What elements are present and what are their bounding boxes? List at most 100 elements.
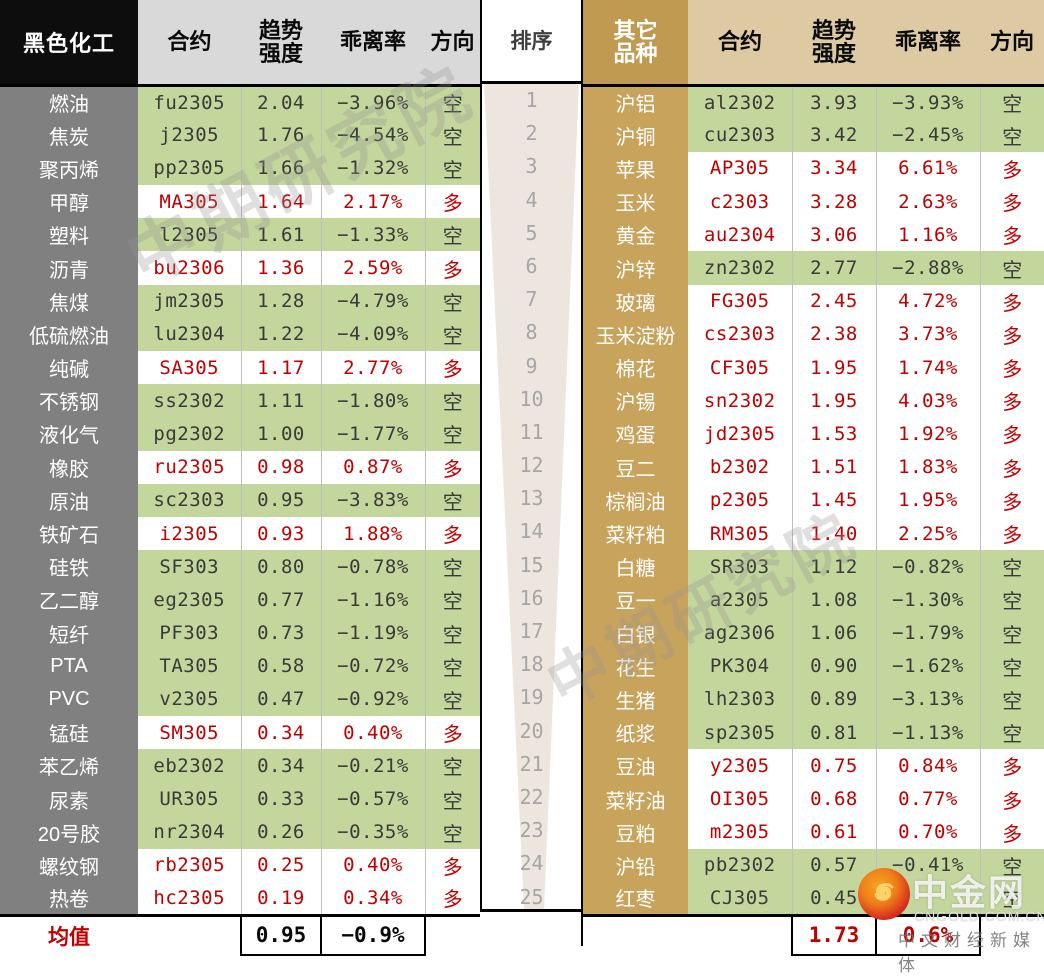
table-row: 白糖 SR303 1.12 −0.82% 空 xyxy=(583,550,1044,584)
row-variety-name: 尿素 xyxy=(0,782,138,816)
row-deviation-rate: 2.25% xyxy=(875,516,980,551)
table-row: 豆一 a2305 1.08 −1.30% 空 xyxy=(583,583,1044,617)
row-direction: 空 xyxy=(424,550,480,584)
table-row: 铁矿石 i2305 0.93 1.88% 多 xyxy=(0,516,480,551)
row-direction: 多 xyxy=(979,782,1044,816)
row-contract: y2305 xyxy=(688,749,792,783)
row-contract: sn2302 xyxy=(688,384,792,418)
row-contract: SA305 xyxy=(138,351,241,385)
row-trend-strength: 3.28 xyxy=(791,185,876,219)
rank-number: 4 xyxy=(525,187,538,212)
header-contract-right: 合约 xyxy=(688,0,792,86)
rank-number: 17 xyxy=(519,619,544,643)
row-trend-strength: 1.36 xyxy=(240,251,321,285)
row-direction: 多 xyxy=(979,483,1044,517)
table-row: 聚丙烯 pp2305 1.66 −1.32% 空 xyxy=(0,151,480,186)
row-direction: 空 xyxy=(979,682,1044,717)
left-table-footer: 均值 0.95 −0.9% xyxy=(0,914,480,956)
row-direction: 多 xyxy=(424,450,480,484)
table-row: 豆二 b2302 1.51 1.83% 多 xyxy=(583,450,1044,484)
row-contract: m2305 xyxy=(688,815,792,849)
table-row: 硅铁 SF303 0.80 −0.78% 空 xyxy=(0,550,480,584)
row-deviation-rate: 0.40% xyxy=(320,848,425,882)
row-contract: jd2305 xyxy=(688,417,792,451)
row-direction: 多 xyxy=(979,815,1044,849)
right-table-body: 沪铝 al2302 3.93 −3.93% 空沪铜 cu2303 3.42 −2.45% 空苹果… xyxy=(583,85,1044,916)
row-variety-name: 棉花 xyxy=(583,351,688,385)
row-contract: cu2303 xyxy=(688,118,792,152)
table-row: 黄金 au2304 3.06 1.16% 多 xyxy=(583,218,1044,252)
row-contract: au2304 xyxy=(688,218,792,252)
table-row: 玉米 c2303 3.28 2.63% 多 xyxy=(583,185,1044,219)
row-variety-name: 燃油 xyxy=(0,85,138,119)
table-row: 沪锡 sn2302 1.95 4.03% 多 xyxy=(583,384,1044,418)
table-row: 燃油 fu2305 2.04 −3.96% 空 xyxy=(0,85,480,119)
row-direction: 多 xyxy=(424,251,480,285)
row-variety-name: 螺纹钢 xyxy=(0,848,138,882)
row-trend-strength: 1.40 xyxy=(791,516,876,551)
row-direction: 多 xyxy=(979,185,1044,219)
row-contract: al2302 xyxy=(688,85,792,119)
row-deviation-rate: −0.78% xyxy=(320,550,425,584)
row-deviation-rate: 3.73% xyxy=(875,317,980,351)
row-variety-name: 黄金 xyxy=(583,218,688,252)
right-average-strength: 1.73 xyxy=(791,914,877,956)
rank-column-panel: 排序 1 2 3 4 5 6 7 8 9 10 11 12 13 14 15 16 17 18 19 20 21 22 23… xyxy=(480,0,583,946)
row-deviation-rate: −0.21% xyxy=(320,749,425,783)
row-contract: bu2306 xyxy=(138,251,241,285)
rank-number: 6 xyxy=(525,253,538,278)
row-deviation-rate: 2.63% xyxy=(875,185,980,219)
row-variety-name: 豆油 xyxy=(583,749,688,783)
row-trend-strength: 0.89 xyxy=(791,682,876,717)
row-trend-strength: 0.68 xyxy=(791,782,876,816)
row-direction: 多 xyxy=(979,384,1044,418)
row-deviation-rate: −0.92% xyxy=(320,682,425,717)
table-row: 橡胶 ru2305 0.98 0.87% 多 xyxy=(0,450,480,484)
row-direction: 多 xyxy=(979,450,1044,484)
right-average-blank xyxy=(583,915,688,955)
header-trend-strength-right: 趋势 强度 xyxy=(792,0,876,86)
rank-number: 14 xyxy=(519,519,544,544)
row-deviation-rate: 6.61% xyxy=(875,151,980,186)
row-trend-strength: 0.26 xyxy=(240,815,321,849)
row-variety-name: 乙二醇 xyxy=(0,583,138,617)
rank-number: 11 xyxy=(519,419,544,444)
row-deviation-rate: 1.74% xyxy=(875,351,980,385)
row-direction: 空 xyxy=(979,882,1044,916)
row-variety-name: 豆二 xyxy=(583,450,688,484)
header-trend-strength-line2: 强度 xyxy=(258,41,303,66)
right-table-footer: 1.73 0.6% xyxy=(583,914,1044,956)
row-contract: sp2305 xyxy=(688,716,792,750)
row-trend-strength: 0.90 xyxy=(791,649,876,683)
row-trend-strength: 0.34 xyxy=(240,749,321,783)
row-variety-name: 生猪 xyxy=(583,682,688,717)
table-row: 菜籽油 OI305 0.68 0.77% 多 xyxy=(583,782,1044,816)
row-direction: 空 xyxy=(979,583,1044,617)
row-variety-name: PTA xyxy=(0,649,138,683)
row-direction: 空 xyxy=(979,85,1044,119)
row-variety-name: 白糖 xyxy=(583,550,688,584)
row-trend-strength: 1.11 xyxy=(240,384,321,418)
row-direction: 空 xyxy=(424,417,480,451)
row-variety-name: 20号胶 xyxy=(0,815,138,849)
row-contract: sc2303 xyxy=(138,483,241,517)
table-row: 尿素 UR305 0.33 −0.57% 空 xyxy=(0,782,480,816)
rank-number: 7 xyxy=(525,287,538,312)
row-deviation-rate: −3.13% xyxy=(875,682,980,717)
row-variety-name: 锰硅 xyxy=(0,716,138,750)
rank-number: 16 xyxy=(519,585,544,610)
row-contract: eb2302 xyxy=(138,749,241,783)
left-table-header: 黑色化工 合约 趋势 强度 乖离率 方向 xyxy=(0,0,480,86)
row-deviation-rate: −1.62% xyxy=(875,649,980,683)
row-contract: pb2302 xyxy=(688,848,792,882)
table-row: 低硫燃油 lu2304 1.22 −4.09% 空 xyxy=(0,317,480,351)
rank-number: 22 xyxy=(519,784,544,809)
row-direction: 多 xyxy=(424,185,480,219)
header-trend-strength: 趋势 强度 xyxy=(241,0,321,86)
row-trend-strength: 1.51 xyxy=(791,450,876,484)
row-trend-strength: 0.58 xyxy=(240,649,321,683)
row-direction: 多 xyxy=(979,351,1044,385)
row-direction: 空 xyxy=(424,583,480,617)
header-group-other-line2: 品种 xyxy=(613,41,658,66)
row-trend-strength: 1.61 xyxy=(240,218,321,252)
